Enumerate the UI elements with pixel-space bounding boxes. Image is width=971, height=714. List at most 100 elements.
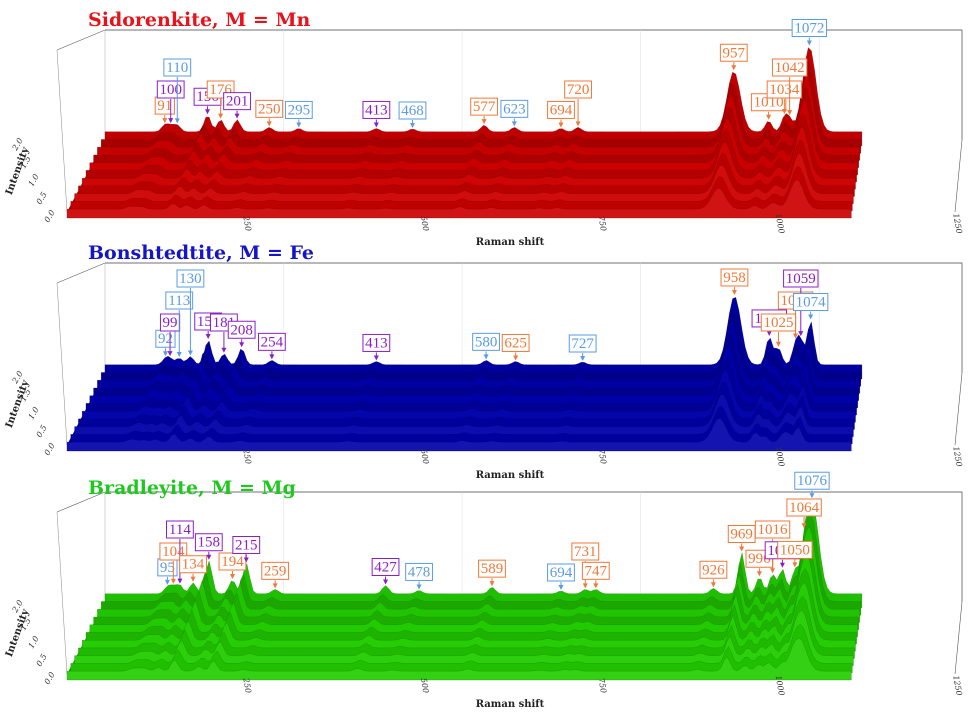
svg-text:100: 100 bbox=[159, 82, 182, 98]
svg-text:580: 580 bbox=[475, 334, 498, 350]
svg-text:250: 250 bbox=[258, 101, 281, 117]
svg-text:623: 623 bbox=[503, 101, 526, 117]
peak-label: 295 bbox=[284, 100, 313, 128]
peak-label: 201 bbox=[223, 92, 251, 119]
peak-label: 110 bbox=[163, 58, 192, 124]
x-tick-label: 1250 bbox=[951, 675, 963, 697]
peak-label: 1050 bbox=[777, 540, 813, 568]
peak-label: 1074 bbox=[792, 293, 829, 320]
x-tick-label: 250 bbox=[241, 447, 253, 465]
svg-text:194: 194 bbox=[221, 554, 244, 570]
svg-text:1042: 1042 bbox=[775, 60, 805, 76]
peak-label: 194 bbox=[218, 552, 247, 579]
x-tick-label: 500 bbox=[419, 677, 431, 694]
svg-text:694: 694 bbox=[550, 102, 573, 118]
peak-label: 625 bbox=[501, 333, 530, 361]
x-tick-label: 1000 bbox=[774, 213, 786, 235]
y-tick-label: 0.0 bbox=[43, 671, 57, 687]
svg-text:958: 958 bbox=[723, 270, 746, 286]
svg-text:1072: 1072 bbox=[794, 21, 824, 37]
surface-layer bbox=[78, 382, 855, 430]
svg-text:413: 413 bbox=[365, 102, 388, 118]
peak-label: 747 bbox=[581, 561, 610, 589]
svg-text:130: 130 bbox=[179, 271, 202, 287]
svg-text:625: 625 bbox=[504, 335, 527, 351]
peak-label: 468 bbox=[398, 101, 427, 128]
svg-text:113: 113 bbox=[168, 293, 190, 309]
peak-label: 427 bbox=[371, 558, 400, 585]
surface-layer bbox=[70, 406, 853, 444]
peak-label: 727 bbox=[568, 334, 597, 361]
svg-text:694: 694 bbox=[550, 565, 573, 581]
peak-label: 130 bbox=[176, 269, 205, 356]
peak-label: 731 bbox=[571, 542, 600, 589]
x-tick-label: 1250 bbox=[951, 213, 963, 235]
x-tick-label: 750 bbox=[597, 677, 609, 694]
y-tick-label: 1.0 bbox=[27, 406, 41, 422]
peak-label: 623 bbox=[500, 99, 529, 127]
peak-label: 259 bbox=[261, 561, 290, 589]
peak-label: 1025 bbox=[760, 313, 797, 347]
y-tick-label: 1.0 bbox=[27, 173, 41, 189]
svg-text:577: 577 bbox=[473, 99, 496, 115]
svg-text:1034: 1034 bbox=[769, 82, 800, 98]
peak-label: 134 bbox=[179, 555, 207, 582]
peak-label: 1072 bbox=[791, 19, 828, 46]
svg-text:110: 110 bbox=[166, 60, 188, 76]
svg-text:969: 969 bbox=[730, 527, 753, 543]
x-tick-label: 250 bbox=[241, 676, 253, 694]
peak-label: 694 bbox=[547, 563, 575, 590]
svg-text:731: 731 bbox=[574, 544, 597, 560]
svg-text:259: 259 bbox=[264, 563, 287, 579]
svg-text:1050: 1050 bbox=[780, 542, 810, 558]
peak-label: 1042 bbox=[771, 58, 808, 116]
peak-label: 1010 bbox=[750, 93, 787, 120]
svg-text:254: 254 bbox=[261, 334, 284, 350]
svg-text:92: 92 bbox=[158, 331, 173, 347]
peak-label: 99 bbox=[159, 313, 181, 357]
svg-text:1074: 1074 bbox=[796, 295, 827, 311]
svg-text:413: 413 bbox=[365, 335, 388, 351]
y-axis-label: Intensity bbox=[4, 145, 32, 197]
peak-label: 91 bbox=[154, 96, 175, 124]
panel-title: Bonshtedtite, M = Fe bbox=[88, 242, 314, 264]
peak-label: 215 bbox=[232, 535, 261, 563]
svg-text:727: 727 bbox=[571, 336, 594, 352]
svg-text:134: 134 bbox=[182, 557, 205, 573]
svg-text:957: 957 bbox=[723, 45, 746, 61]
svg-text:926: 926 bbox=[702, 562, 725, 578]
peak-label: 958 bbox=[720, 268, 749, 295]
svg-text:208: 208 bbox=[230, 322, 253, 338]
peak-label: 478 bbox=[405, 562, 433, 590]
x-axis-label: Raman shift bbox=[476, 470, 545, 481]
peak-label: 589 bbox=[478, 559, 506, 587]
peak-label: 720 bbox=[564, 80, 592, 127]
peak-label: 694 bbox=[547, 100, 575, 128]
peak-label: 1064 bbox=[786, 498, 822, 529]
svg-text:1016: 1016 bbox=[758, 522, 789, 538]
svg-text:1064: 1064 bbox=[789, 500, 820, 516]
x-tick-label: 1250 bbox=[951, 446, 963, 468]
y-tick-label: 0.0 bbox=[43, 442, 57, 458]
x-axis-label: Raman shift bbox=[476, 237, 545, 248]
x-tick-label: 500 bbox=[419, 448, 431, 465]
svg-text:478: 478 bbox=[408, 564, 431, 580]
peak-label: 1076 bbox=[794, 471, 830, 499]
svg-text:201: 201 bbox=[226, 94, 249, 110]
x-tick-label: 1000 bbox=[774, 675, 786, 697]
y-axis-label: Intensity bbox=[4, 607, 32, 659]
peak-label: 413 bbox=[362, 100, 391, 128]
panel-title: Sidorenkite, M = Mn bbox=[88, 9, 310, 31]
peak-label: 957 bbox=[719, 43, 748, 71]
svg-text:114: 114 bbox=[169, 522, 191, 538]
svg-text:215: 215 bbox=[235, 537, 258, 553]
svg-text:720: 720 bbox=[567, 82, 590, 98]
x-tick-label: 750 bbox=[597, 448, 609, 465]
peak-label: 208 bbox=[227, 320, 256, 348]
svg-text:1076: 1076 bbox=[797, 473, 828, 489]
peak-label: 413 bbox=[362, 333, 391, 361]
axis-box bbox=[56, 262, 963, 446]
svg-text:1059: 1059 bbox=[786, 271, 816, 287]
